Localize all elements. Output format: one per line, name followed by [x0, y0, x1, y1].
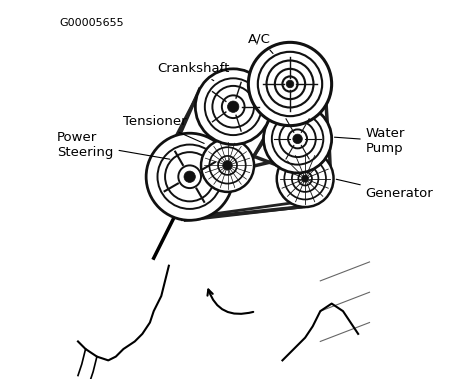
Text: Crankshaft: Crankshaft	[157, 62, 230, 81]
Circle shape	[293, 134, 302, 144]
Circle shape	[248, 42, 332, 126]
Text: G00005655: G00005655	[59, 18, 124, 28]
Circle shape	[184, 171, 195, 182]
Text: Power
Steering: Power Steering	[57, 131, 170, 159]
Circle shape	[264, 105, 332, 173]
Text: A/C: A/C	[248, 32, 273, 54]
Circle shape	[195, 69, 271, 144]
Text: Tensioner: Tensioner	[123, 116, 204, 143]
Circle shape	[146, 133, 233, 220]
Circle shape	[228, 101, 239, 112]
Circle shape	[277, 150, 334, 207]
Text: Water
Pump: Water Pump	[335, 127, 405, 155]
Circle shape	[223, 161, 232, 170]
Circle shape	[286, 80, 294, 88]
Circle shape	[201, 139, 254, 192]
Circle shape	[302, 175, 309, 182]
Text: Generator: Generator	[336, 179, 434, 200]
